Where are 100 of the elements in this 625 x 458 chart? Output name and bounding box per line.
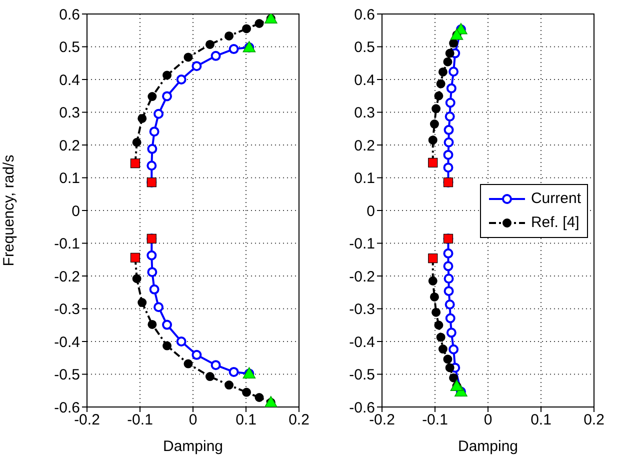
point — [254, 18, 264, 28]
point — [445, 313, 456, 324]
point — [444, 274, 454, 284]
y-tick-label: 0 — [366, 202, 375, 220]
point — [162, 320, 172, 330]
point — [254, 393, 264, 402]
point — [162, 91, 172, 102]
point — [432, 104, 441, 114]
point — [192, 61, 202, 72]
point — [444, 124, 454, 135]
y-tick-label: -0.5 — [349, 366, 375, 384]
y-tick-label: 0 — [72, 202, 80, 220]
point — [444, 137, 454, 148]
y-tick-label: -0.3 — [54, 301, 80, 318]
y-tick-label: -0.1 — [349, 236, 375, 253]
point — [176, 336, 186, 346]
y-tick-label: -0.4 — [54, 334, 80, 351]
point — [148, 92, 157, 102]
point — [228, 366, 239, 377]
point — [446, 328, 456, 338]
point — [154, 302, 164, 312]
point — [147, 267, 158, 278]
y-axis-title: Frequency, rad/s — [0, 154, 18, 266]
legend-label: Current — [530, 190, 581, 207]
point — [448, 344, 459, 354]
y-tick-label: 0.6 — [354, 6, 375, 24]
point — [432, 308, 441, 317]
point — [434, 91, 444, 100]
y-tick-label: 0.1 — [59, 170, 80, 188]
point — [443, 150, 454, 160]
point — [176, 74, 186, 84]
y-tick-label: -0.2 — [54, 268, 80, 286]
point — [444, 112, 455, 122]
point — [192, 350, 202, 360]
point — [149, 284, 160, 294]
point — [445, 98, 456, 108]
y-tick-label: -0.1 — [54, 236, 80, 253]
x-tick-label: 0.2 — [288, 412, 310, 429]
x-tick-label: 0.2 — [584, 412, 604, 429]
point — [436, 332, 446, 342]
point — [242, 24, 252, 34]
point — [228, 44, 239, 54]
point — [210, 50, 221, 61]
point — [443, 261, 454, 272]
point — [162, 341, 172, 350]
point — [210, 360, 221, 370]
point — [430, 120, 439, 129]
y-tick-label: 0.2 — [59, 137, 80, 154]
point — [138, 114, 147, 123]
point — [443, 57, 452, 66]
point — [162, 70, 172, 80]
point — [446, 83, 456, 94]
point — [184, 52, 193, 62]
point — [443, 354, 452, 364]
point — [443, 162, 454, 173]
point — [147, 144, 158, 154]
point — [224, 380, 234, 390]
point — [428, 136, 438, 145]
point — [436, 79, 446, 88]
y-tick-label: 0.1 — [354, 170, 375, 188]
y-tick-label: 0.5 — [59, 39, 80, 56]
x-axis-title: Damping — [458, 438, 518, 455]
x-tick-label: -0.1 — [422, 412, 448, 429]
point — [184, 359, 193, 368]
point — [449, 373, 458, 382]
point — [149, 126, 160, 137]
point — [448, 66, 459, 77]
point — [428, 276, 438, 286]
y-tick-label: -0.4 — [349, 334, 375, 351]
point — [445, 48, 454, 58]
point — [138, 298, 147, 308]
point — [438, 67, 448, 76]
x-tick-label: 0.1 — [530, 412, 552, 429]
legend-label: Ref. [4] — [530, 214, 580, 231]
y-tick-label: -0.5 — [54, 366, 80, 384]
point — [205, 40, 214, 49]
y-tick-label: 0.4 — [59, 72, 80, 89]
point — [438, 344, 448, 354]
point — [132, 138, 142, 147]
point — [154, 108, 164, 119]
y-tick-label: 0.6 — [59, 6, 80, 24]
point — [449, 38, 458, 48]
y-tick-label: 0.5 — [354, 39, 375, 56]
x-tick-label: 0.1 — [236, 412, 256, 429]
x-tick-label: -0.1 — [127, 412, 153, 429]
point — [205, 372, 214, 382]
point — [132, 274, 142, 284]
point — [434, 320, 444, 330]
point — [148, 320, 157, 329]
y-tick-label: 0.4 — [354, 72, 375, 89]
point — [444, 286, 454, 296]
x-axis-title: Damping — [162, 438, 224, 455]
y-tick-label: 0.3 — [59, 104, 80, 122]
point — [146, 160, 157, 171]
x-tick-label: 0 — [484, 412, 492, 429]
point — [242, 388, 252, 397]
y-tick-label: -0.3 — [349, 301, 375, 318]
point — [444, 299, 455, 310]
x-tick-label: 0 — [188, 412, 198, 429]
point — [445, 363, 454, 372]
